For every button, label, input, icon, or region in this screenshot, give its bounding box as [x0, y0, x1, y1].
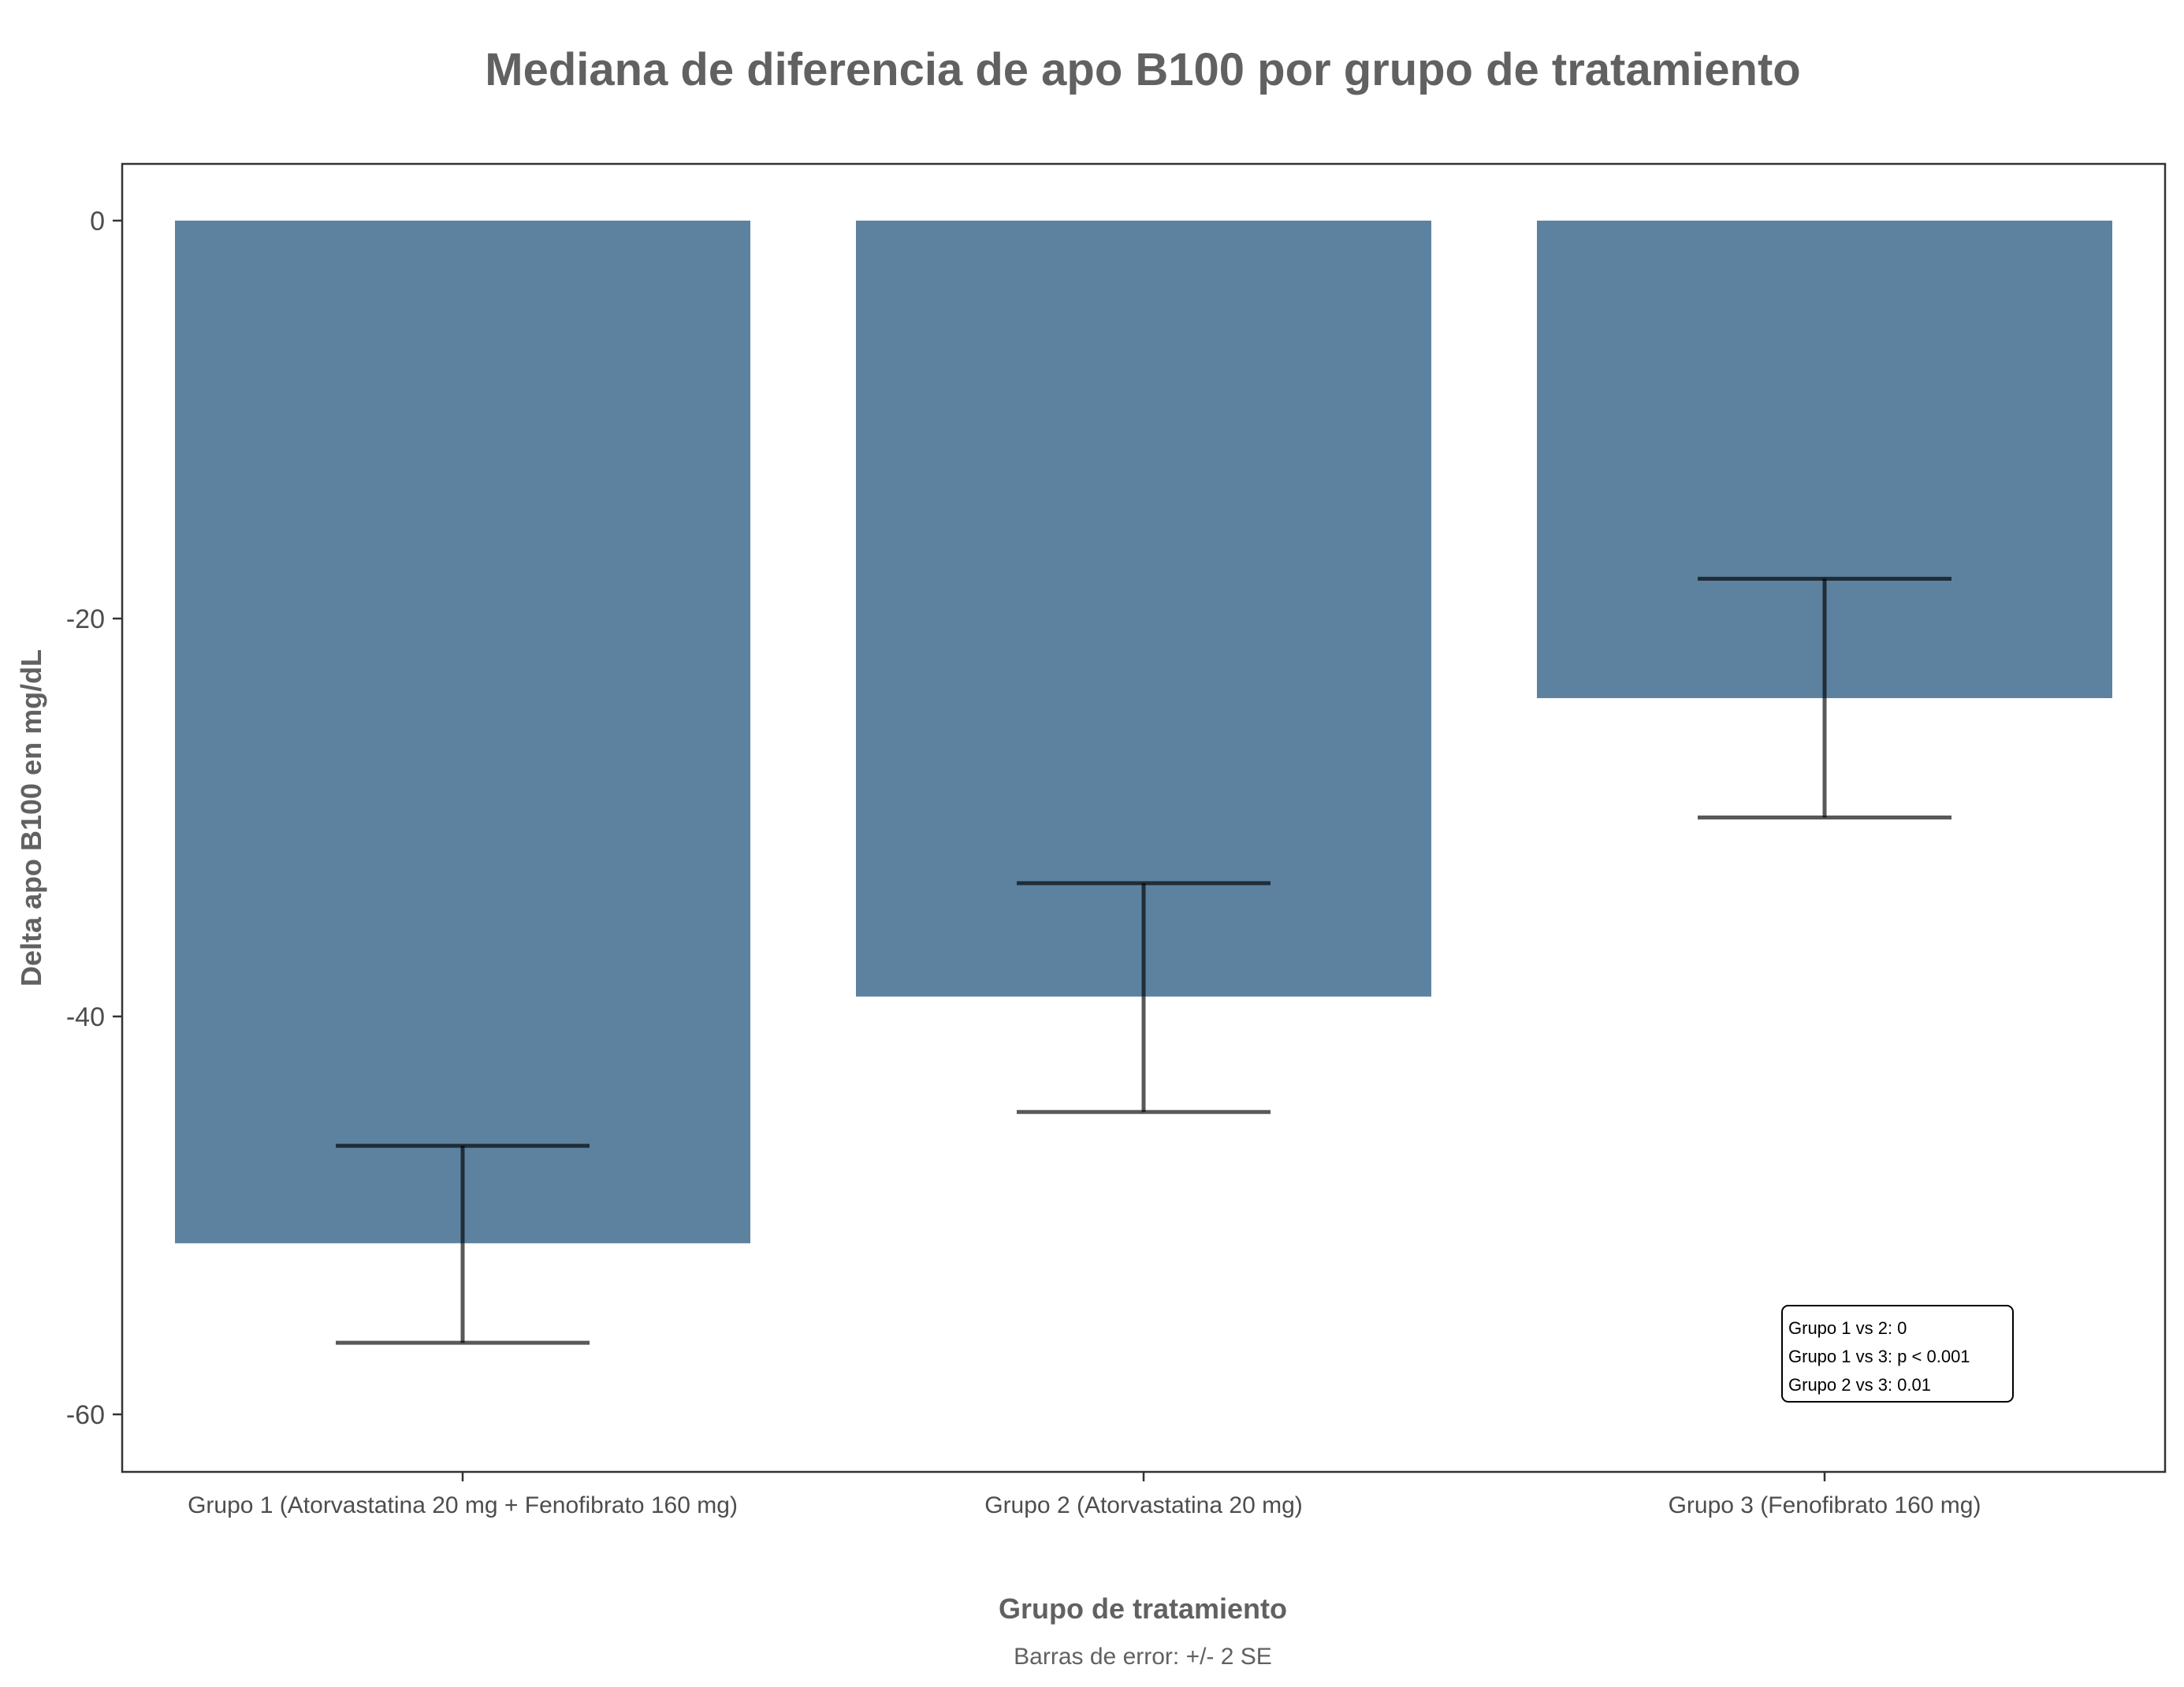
- y-axis-label: Delta apo B100 en mg/dL: [15, 649, 47, 987]
- x-axis-label: Grupo de tratamiento: [999, 1592, 1287, 1625]
- annotation-line-3: Grupo 2 vs 3: 0.01: [1788, 1375, 1931, 1395]
- y-tick-label: -20: [66, 604, 105, 634]
- y-tick-label: -40: [66, 1002, 105, 1032]
- y-tick-label: 0: [90, 206, 105, 236]
- annotation-box: Grupo 1 vs 2: 0 Grupo 1 vs 3: p < 0.001 …: [1781, 1305, 2014, 1403]
- bar: [856, 221, 1431, 997]
- bar: [175, 221, 750, 1243]
- error-bars: [336, 577, 1951, 1345]
- x-tick-label: Grupo 1 (Atorvastatina 20 mg + Fenofibra…: [188, 1492, 738, 1518]
- x-tick-label: Grupo 2 (Atorvastatina 20 mg): [984, 1492, 1303, 1518]
- x-tick-label: Grupo 3 (Fenofibrato 160 mg): [1669, 1492, 1981, 1518]
- chart-caption: Barras de error: +/- 2 SE: [1014, 1644, 1272, 1670]
- annotation-line-1: Grupo 1 vs 2: 0: [1788, 1318, 1907, 1338]
- annotation-line-2: Grupo 1 vs 3: p < 0.001: [1788, 1347, 1970, 1366]
- y-tick-label: -60: [66, 1400, 105, 1430]
- error-bar: [1017, 881, 1271, 1114]
- error-bar: [336, 1143, 590, 1345]
- y-axis: 0 -20 -40 -60: [66, 206, 122, 1430]
- error-bar: [1698, 577, 1951, 819]
- x-axis: Grupo 1 (Atorvastatina 20 mg + Fenofibra…: [188, 1472, 1981, 1518]
- chart-title: Mediana de diferencia de apo B100 por gr…: [485, 44, 1800, 95]
